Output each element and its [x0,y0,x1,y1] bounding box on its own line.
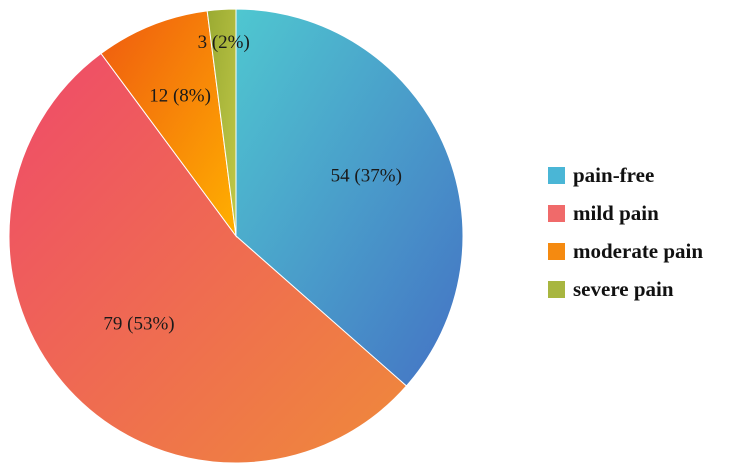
pie-slice-pain-free [235,8,464,387]
chart-legend: pain-free mild pain moderate pain severe… [548,156,748,308]
pie-slice-mild-pain [8,52,408,464]
legend-item-mild-pain: mild pain [548,194,748,232]
legend-label-severe-pain: severe pain [573,276,674,301]
legend-label-mild-pain: mild pain [573,200,659,225]
pie-slice-severe-pain [206,8,237,237]
slice-label-moderate-pain: 12 (8%) [149,85,211,106]
legend-item-moderate-pain: moderate pain [548,232,748,270]
legend-swatch-mild-pain [548,204,565,222]
slice-label-severe-pain: 3 (2%) [198,32,250,53]
legend-swatch-moderate-pain [548,242,565,260]
pie-slices [8,8,464,464]
slice-label-mild-pain: 79 (53%) [103,313,174,334]
legend-label-moderate-pain: moderate pain [573,238,704,263]
legend-swatch-severe-pain [548,280,565,298]
pie-slice-moderate-pain [100,10,237,238]
legend-label-pain-free: pain-free [573,162,655,187]
legend-item-severe-pain: severe pain [548,270,748,308]
slice-label-pain-free: 54 (37%) [331,165,402,186]
pie-labels: 54 (37%) 79 (53%) 12 (8%) 3 (2%) [103,32,402,335]
legend-item-pain-free: pain-free [548,156,748,194]
legend-swatch-pain-free [548,166,565,184]
